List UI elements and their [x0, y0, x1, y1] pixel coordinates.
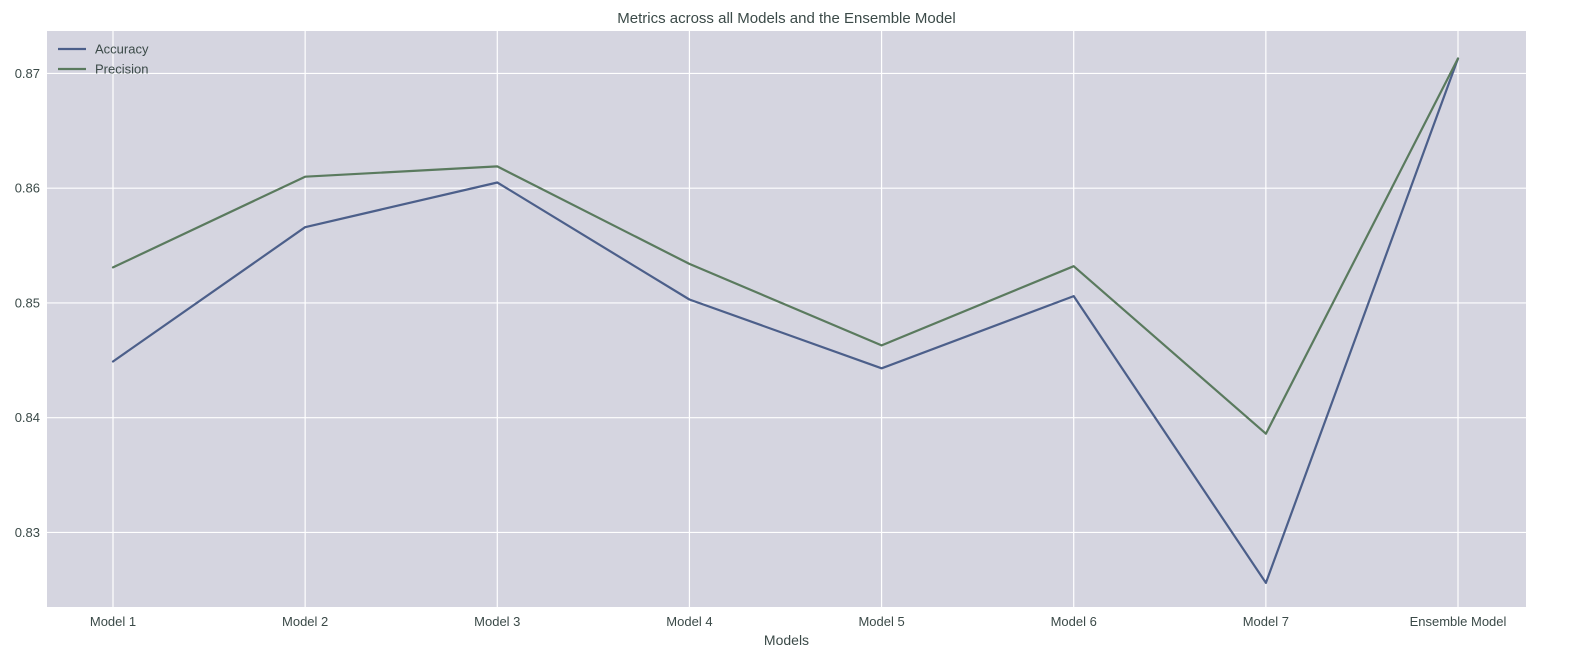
series-group: [111, 57, 1460, 585]
x-tick-label: Model 4: [666, 614, 712, 629]
legend: Accuracy Precision: [58, 42, 149, 77]
data-point-accuracy: [496, 181, 499, 184]
data-point-precision: [1265, 432, 1267, 435]
series-line-precision: [111, 57, 1460, 435]
data-point-accuracy: [688, 298, 691, 301]
x-tick-label: Model 5: [858, 614, 904, 629]
y-tick-label: 0.84: [15, 410, 40, 425]
data-point-precision: [880, 344, 883, 347]
y-tick-label: 0.87: [15, 66, 40, 81]
grid: [47, 31, 1526, 607]
x-axis-label: Models: [764, 632, 809, 648]
x-tick-label: Model 2: [282, 614, 328, 629]
chart-title: Metrics across all Models and the Ensemb…: [617, 10, 955, 27]
y-axis-ticks: 0.83 0.84 0.85 0.86 0.87: [15, 66, 40, 540]
data-point-precision: [1072, 265, 1075, 268]
data-point-accuracy: [1265, 582, 1267, 584]
data-point-precision: [112, 266, 114, 269]
x-tick-label: Model 1: [90, 614, 136, 629]
series-line-accuracy: [111, 57, 1460, 585]
y-tick-label: 0.83: [15, 525, 40, 540]
x-tick-label: Model 3: [474, 614, 520, 629]
data-point-accuracy: [304, 226, 306, 229]
data-point-precision: [304, 175, 306, 178]
x-tick-label: Ensemble Model: [1410, 614, 1507, 629]
data-point-precision: [688, 263, 691, 265]
legend-label-accuracy: Accuracy: [95, 42, 149, 57]
y-tick-label: 0.86: [15, 181, 40, 196]
data-point-accuracy: [1072, 295, 1075, 297]
x-tick-label: Model 6: [1051, 614, 1097, 629]
plot-area: [47, 31, 1526, 607]
legend-label-precision: Precision: [95, 62, 148, 77]
data-point-precision: [496, 165, 499, 168]
data-point-precision: [1457, 57, 1459, 60]
data-point-accuracy: [880, 367, 883, 370]
x-tick-label: Model 7: [1243, 614, 1289, 629]
y-tick-label: 0.85: [15, 295, 40, 310]
x-axis-ticks: Model 1 Model 2 Model 3 Model 4 Model 5 Model…: [90, 614, 1507, 629]
data-point-accuracy: [112, 360, 114, 363]
